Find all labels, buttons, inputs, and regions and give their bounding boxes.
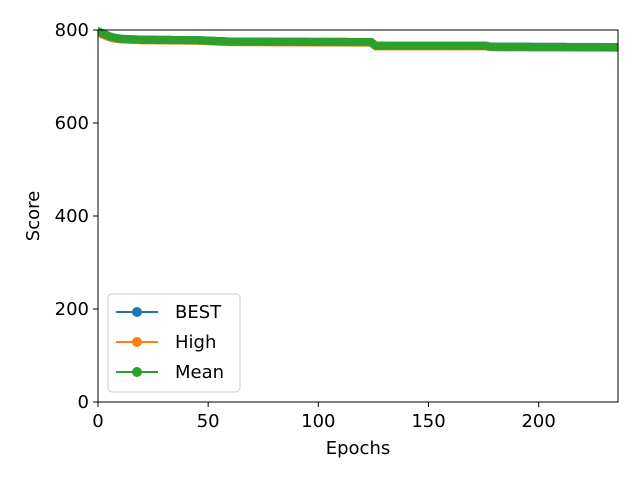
- legend-marker: [132, 367, 142, 377]
- legend-marker: [132, 307, 142, 317]
- legend: BEST High Mean: [107, 293, 241, 393]
- y-axis-title: Score: [23, 191, 44, 241]
- y-tick-label: 200: [55, 299, 89, 320]
- legend-marker: [132, 337, 142, 347]
- x-axis-title: Epochs: [326, 438, 391, 459]
- legend-item: BEST: [116, 302, 222, 323]
- legend-label: BEST: [175, 302, 222, 323]
- x-tick-label: 150: [411, 411, 445, 432]
- x-tick-label: 0: [92, 411, 103, 432]
- series-mean: [98, 27, 618, 52]
- x-tick-label: 50: [197, 411, 220, 432]
- x-axis: 0 50 100 150 200: [92, 402, 556, 432]
- x-tick-label: 200: [521, 411, 555, 432]
- y-tick-label: 400: [55, 206, 89, 227]
- legend-box: [107, 293, 241, 393]
- legend-label: Mean: [175, 362, 224, 383]
- x-tick-label: 100: [301, 411, 335, 432]
- y-tick-label: 800: [55, 20, 89, 41]
- series-layer: [98, 27, 618, 52]
- y-axis: 0 200 400 600 800: [55, 20, 98, 413]
- legend-item: Mean: [116, 362, 224, 383]
- data-point: [613, 43, 618, 52]
- y-tick-label: 0: [78, 392, 89, 413]
- y-tick-label: 600: [55, 113, 89, 134]
- legend-item: High: [116, 332, 216, 353]
- legend-label: High: [175, 332, 216, 353]
